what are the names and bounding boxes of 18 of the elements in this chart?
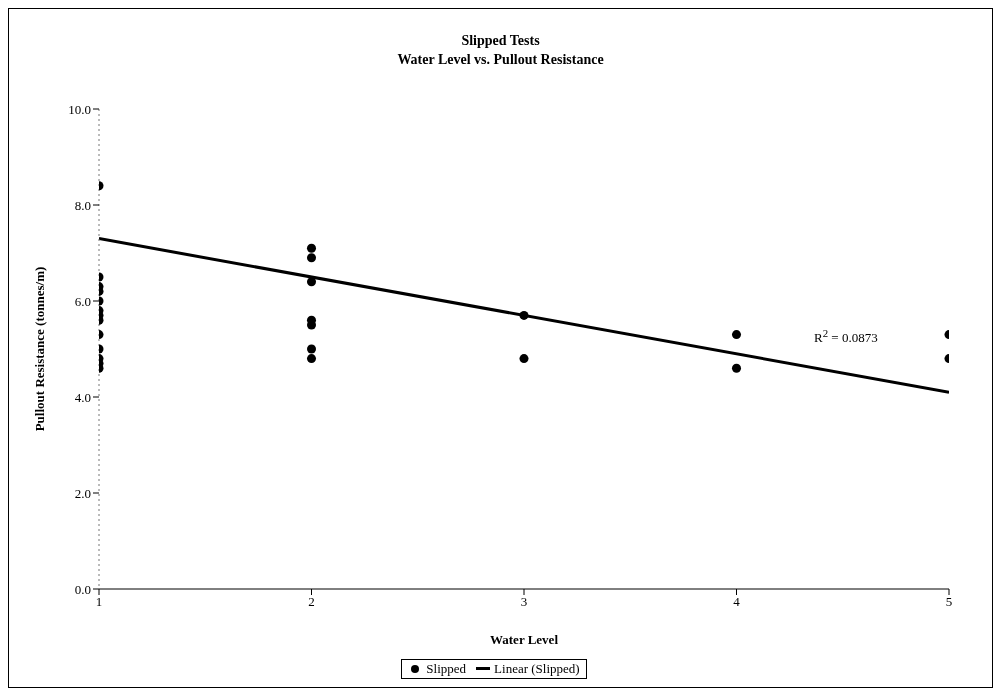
y-tick-label: 10.0 <box>68 101 91 117</box>
y-tick-label: 4.0 <box>74 389 91 405</box>
y-tick-label: 2.0 <box>74 485 91 501</box>
x-axis-title: Water Level <box>490 632 559 647</box>
y-tick-label: 0.0 <box>74 581 91 597</box>
chart-subtitle: Water Level vs. Pullout Resistance <box>396 51 605 69</box>
y-tick-label: 8.0 <box>74 197 91 213</box>
annotation: R$^{2}$ = 0.0873 <box>814 327 878 347</box>
x-tick-label: 2 <box>308 594 315 610</box>
x-tick-label: 1 <box>95 594 103 610</box>
y-tick-label: 6.0 <box>74 293 91 309</box>
x-tick-label: 4 <box>733 594 741 610</box>
y-axis-title: Pullout Resistance (tonnes/m) <box>31 266 47 432</box>
x-tick-label: 3 <box>520 594 528 610</box>
chart-title: Slipped Tests <box>460 32 541 50</box>
x-tick-label: 5 <box>945 594 953 610</box>
legend-label: Linear (Slipped) <box>493 661 580 677</box>
legend-label: Slipped <box>425 661 467 677</box>
